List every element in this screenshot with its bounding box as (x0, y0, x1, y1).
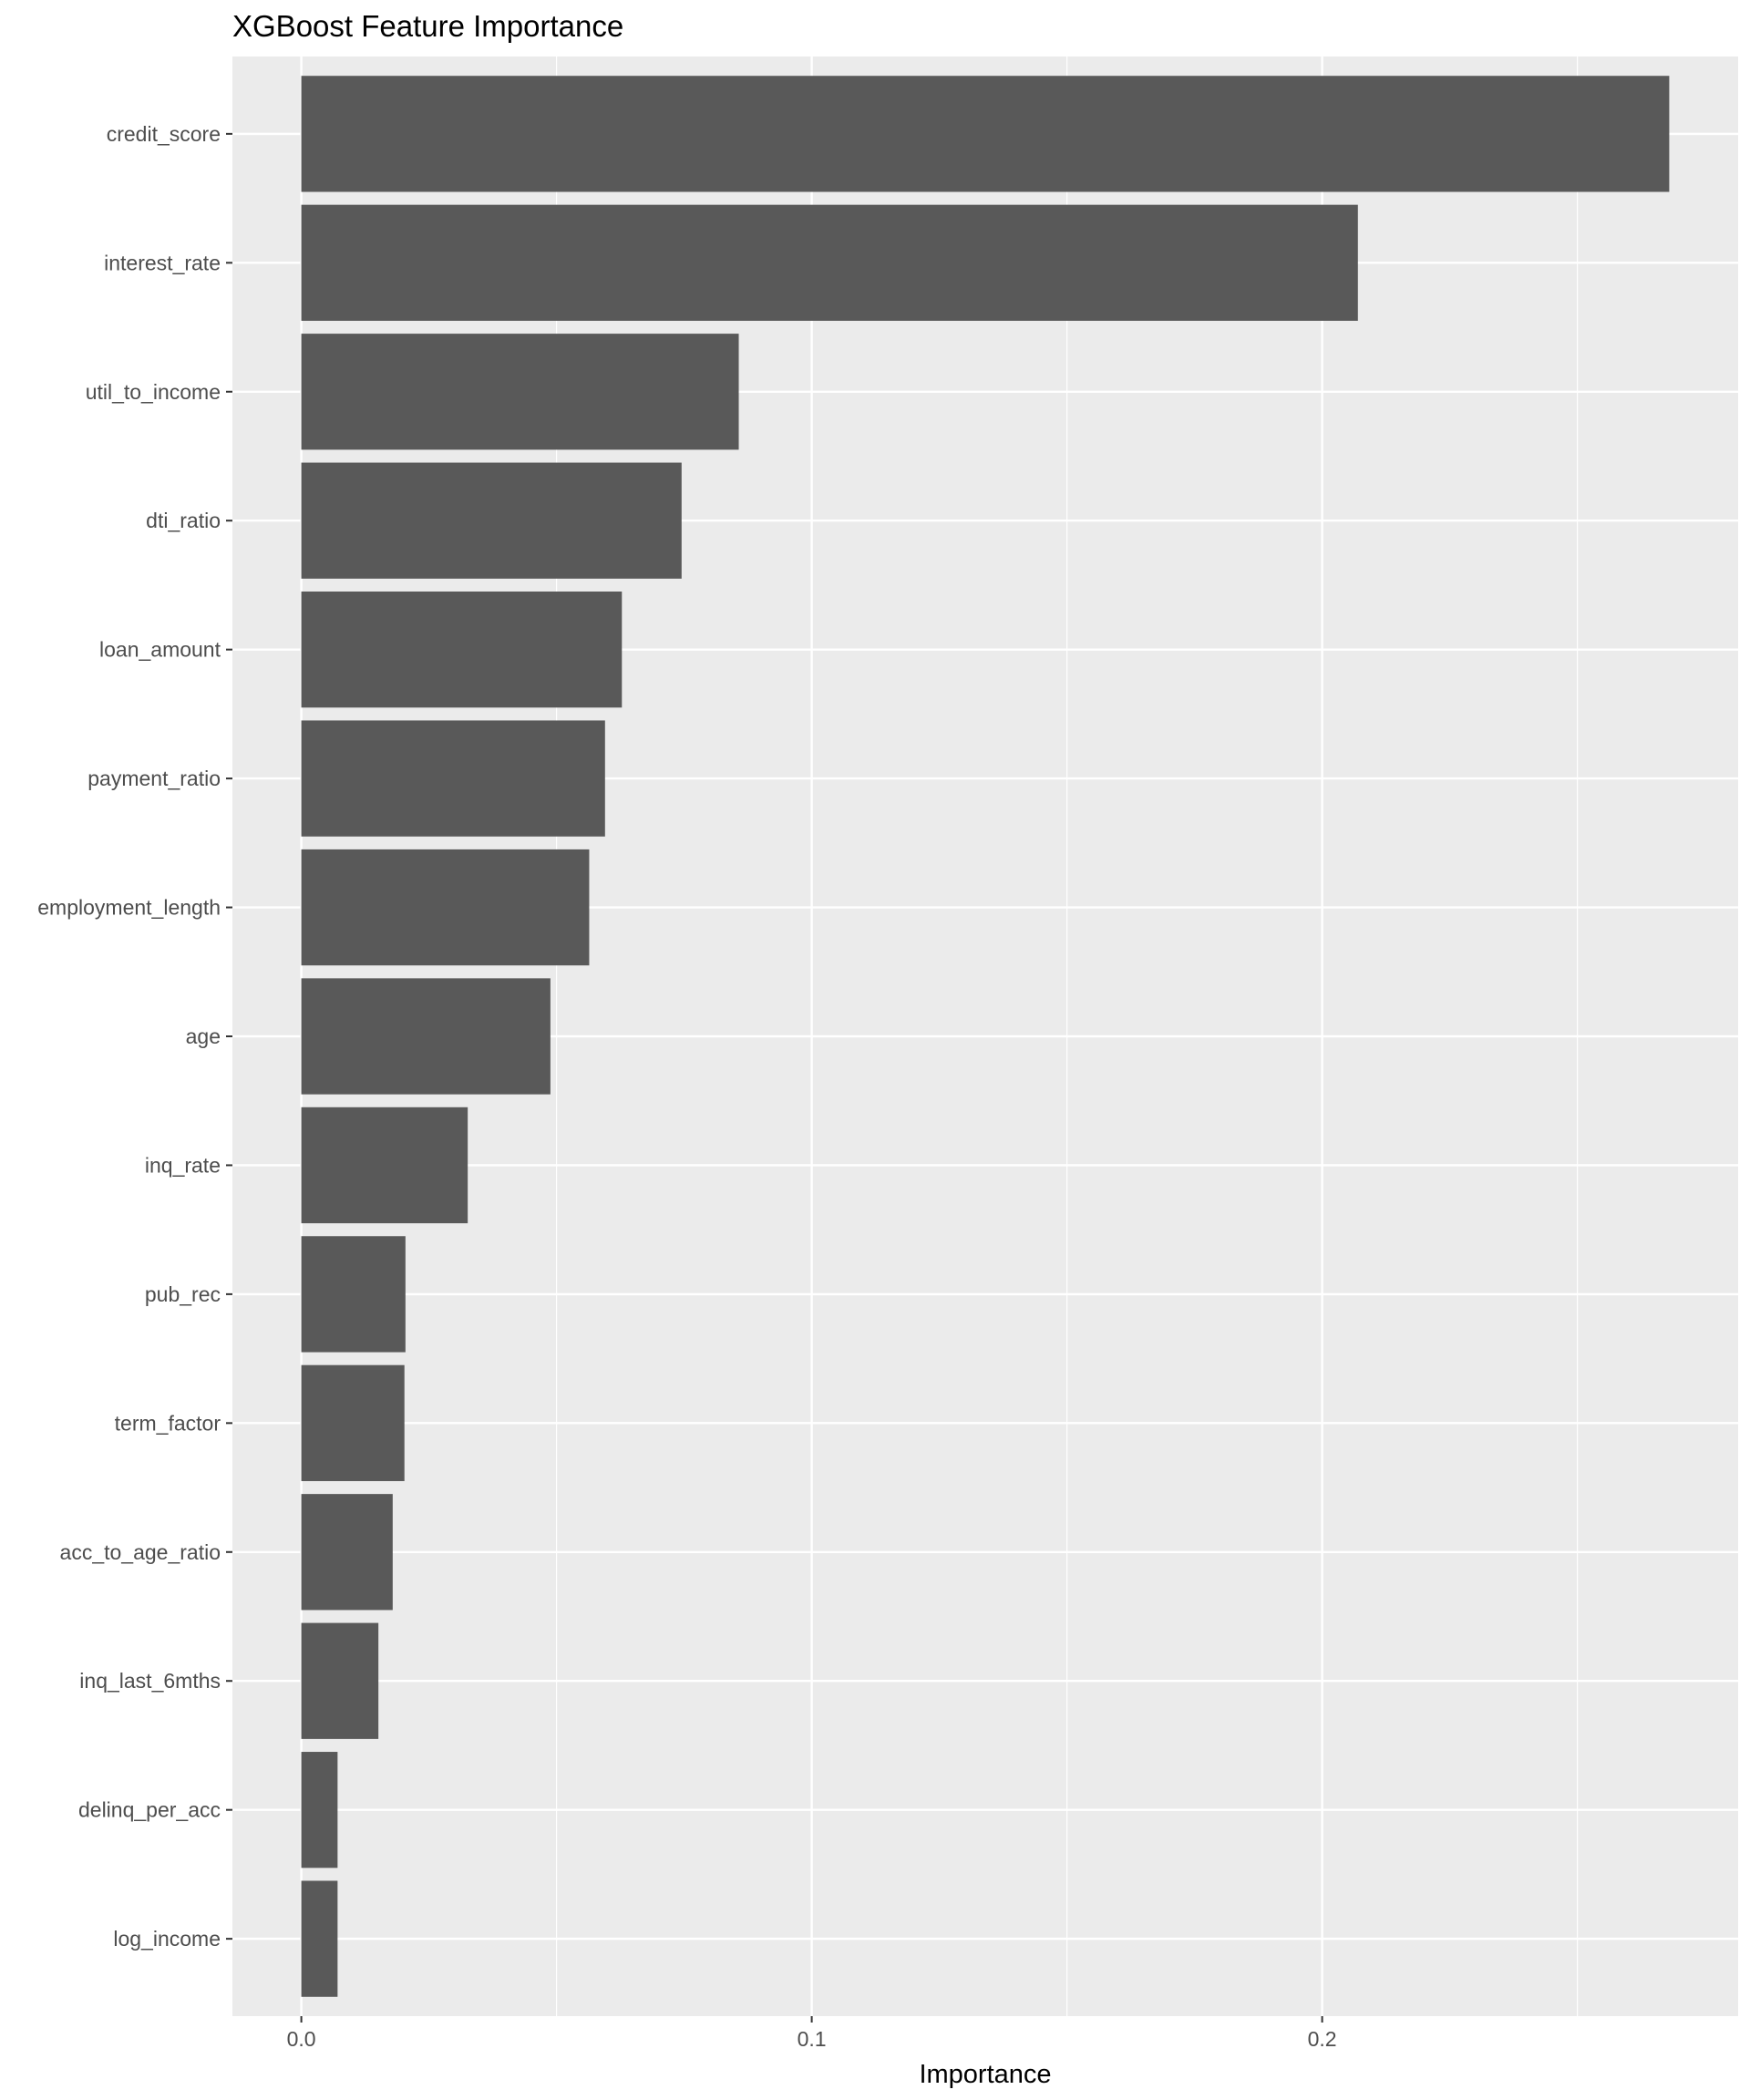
x-axis: 0.0 0.1 0.2 (287, 2016, 1337, 2051)
y-tick-label: payment_ratio (88, 767, 221, 790)
bar-employment-length (301, 849, 590, 966)
x-tick-label: 0.0 (287, 2027, 316, 2051)
bar-inq-rate (301, 1107, 468, 1224)
bar-credit-score (301, 76, 1670, 192)
bar-payment-ratio (301, 720, 605, 837)
x-axis-title: Importance (919, 2060, 1051, 2089)
y-tick-label: dti_ratio (146, 509, 221, 532)
y-tick-label: age (186, 1024, 221, 1048)
y-axis: credit_score interest_rate util_to_incomed… (37, 122, 232, 1951)
x-tick-label: 0.2 (1308, 2027, 1337, 2051)
y-tick-label: loan_amount (99, 638, 221, 662)
x-tick-label: 0.1 (798, 2027, 827, 2051)
y-tick-label: log_income (113, 1927, 221, 1951)
y-tick-label: inq_last_6mths (79, 1669, 221, 1693)
y-tick-label: term_factor (115, 1411, 221, 1435)
bar-log-income (301, 1880, 338, 1997)
bar-dti-ratio (301, 462, 682, 579)
bar-age (301, 978, 551, 1095)
y-tick-label: acc_to_age_ratio (60, 1540, 221, 1564)
bar-delinq-per-acc (301, 1752, 338, 1868)
bars (301, 76, 1670, 1997)
chart-title: XGBoost Feature Importance (232, 9, 623, 43)
y-tick-label: util_to_income (86, 380, 221, 404)
y-tick-label: inq_rate (145, 1153, 221, 1177)
bar-util-to-income (301, 334, 739, 450)
y-tick-label: employment_length (37, 896, 221, 920)
bar-acc-to-age-ratio (301, 1494, 393, 1611)
bar-inq-last-6mths (301, 1622, 379, 1739)
bar-loan-amount (301, 592, 623, 708)
bar-pub-rec (301, 1236, 406, 1353)
bar-interest-rate (301, 204, 1358, 321)
y-tick-label: delinq_per_acc (78, 1798, 221, 1822)
y-tick-label: credit_score (107, 122, 221, 146)
y-tick-label: pub_rec (145, 1282, 221, 1306)
bar-term-factor (301, 1364, 405, 1481)
y-tick-label: interest_rate (104, 251, 221, 274)
